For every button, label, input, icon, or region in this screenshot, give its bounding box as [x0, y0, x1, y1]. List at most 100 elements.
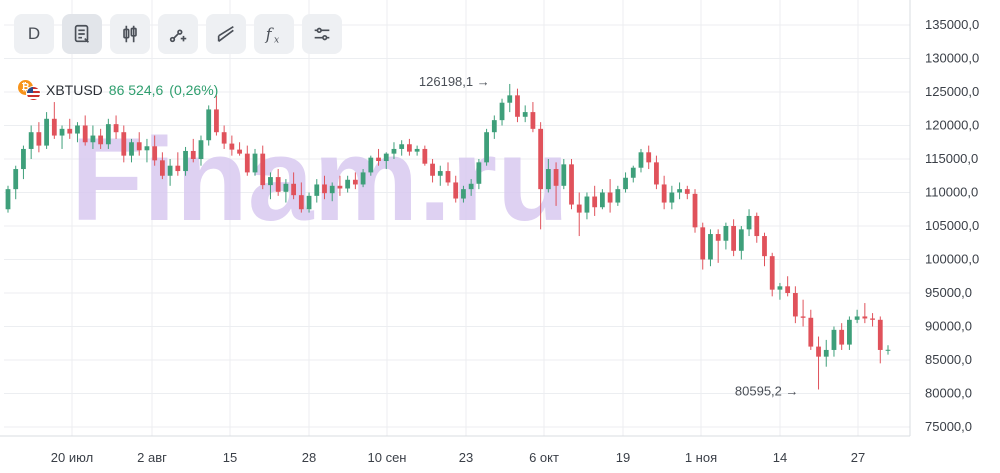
candle-body [538, 128, 544, 190]
y-tick-label: 110000,0 [925, 185, 978, 200]
candle-body [98, 135, 104, 145]
candle-body [669, 192, 675, 203]
candle-body [762, 236, 767, 257]
svg-text:f: f [265, 26, 275, 44]
y-tick-label: 80000,0 [925, 386, 972, 401]
y-tick-label: 120000,0 [925, 118, 979, 133]
candle-body [136, 142, 142, 151]
candle-body [198, 140, 204, 159]
x-tick-label: 10 сен [368, 450, 407, 465]
candle-body [777, 286, 783, 290]
candle-body [561, 164, 567, 186]
y-tick-label: 125000,0 [925, 84, 979, 99]
candle-body [314, 184, 320, 196]
candle-body [59, 128, 65, 136]
interval-label: D [27, 24, 41, 43]
candle-body [754, 215, 760, 237]
y-tick-label: 75000,0 [925, 419, 972, 434]
candle-body [352, 179, 358, 185]
candle-body [646, 152, 652, 163]
candle-body [576, 204, 582, 213]
candle-body [738, 229, 744, 251]
candle-body [105, 124, 111, 145]
candle-body [190, 150, 196, 159]
candle-body [206, 109, 212, 141]
candle-body [329, 185, 335, 194]
candle-body [445, 171, 451, 183]
candle-body [283, 183, 289, 192]
candle-body [414, 148, 420, 152]
candle-body [746, 215, 752, 230]
candle-body [376, 157, 381, 162]
candle-body [831, 329, 837, 350]
candle-body [183, 150, 188, 172]
candle-body [785, 286, 791, 293]
candle-body [569, 164, 574, 205]
candle-body [260, 153, 266, 186]
interval-button[interactable]: D [14, 14, 54, 54]
candle-body [129, 142, 134, 156]
x-tick-label: 28 [302, 450, 316, 465]
candle-body [121, 132, 127, 156]
y-tick-label: 100000,0 [925, 252, 979, 267]
candle-body [13, 169, 19, 190]
candle-body [159, 160, 165, 176]
btc-usd-icon: ₿ [18, 80, 41, 101]
candle-body [229, 143, 235, 150]
candle-body [792, 293, 798, 317]
candle-body [28, 132, 34, 149]
candle-body [345, 179, 351, 189]
candle-body [51, 118, 57, 136]
candle-body [82, 125, 88, 143]
candle-body [499, 102, 505, 121]
candle-body [237, 149, 242, 154]
drawing-button[interactable] [158, 14, 198, 54]
candle-body [507, 95, 513, 103]
ticker-change: (0,26%) [169, 82, 219, 98]
settings-button[interactable] [302, 14, 342, 54]
y-tick-label: 130000,0 [925, 51, 979, 66]
candle-body [113, 124, 119, 133]
candle-body [885, 349, 891, 351]
candle-body [399, 144, 405, 149]
ticker-symbol[interactable]: XBTUSD [46, 82, 103, 98]
candle-body [306, 195, 312, 210]
x-tick-label: 2 авг [137, 450, 167, 465]
candle-body [808, 317, 814, 347]
x-tick-label: 15 [223, 450, 237, 465]
y-tick-label: 85000,0 [925, 352, 972, 367]
candle-body [430, 163, 435, 176]
candle-body [607, 192, 613, 203]
candle-body [21, 148, 26, 170]
trendline-button[interactable] [206, 14, 246, 54]
candle-body [630, 167, 636, 178]
candle-body [275, 177, 281, 192]
candle-body [90, 135, 96, 143]
candle-body [769, 256, 775, 290]
candle-body [484, 132, 489, 163]
candle-body [823, 349, 829, 357]
candle-body [638, 152, 644, 168]
candle-body [214, 109, 219, 133]
candle-body [391, 148, 397, 154]
candle-body [654, 162, 659, 185]
y-tick-label: 95000,0 [925, 285, 972, 300]
x-tick-label: 20 июл [51, 450, 93, 465]
candle-body [360, 172, 366, 185]
x-tick-label: 23 [459, 450, 473, 465]
high-annotation: 126198,1 → [419, 74, 490, 89]
ticker-header: ₿ XBTUSD 86 524,6 (0,26%) [18, 80, 219, 101]
notes-icon [74, 24, 90, 43]
candle-body [322, 184, 327, 194]
candle-body [461, 189, 466, 199]
notes-button[interactable] [62, 14, 102, 54]
candle-body [67, 128, 73, 134]
candle-body [862, 316, 868, 319]
candle-body [491, 120, 497, 133]
x-tick-label: 27 [851, 450, 865, 465]
candles-button[interactable] [110, 14, 150, 54]
candle-body [839, 329, 845, 345]
